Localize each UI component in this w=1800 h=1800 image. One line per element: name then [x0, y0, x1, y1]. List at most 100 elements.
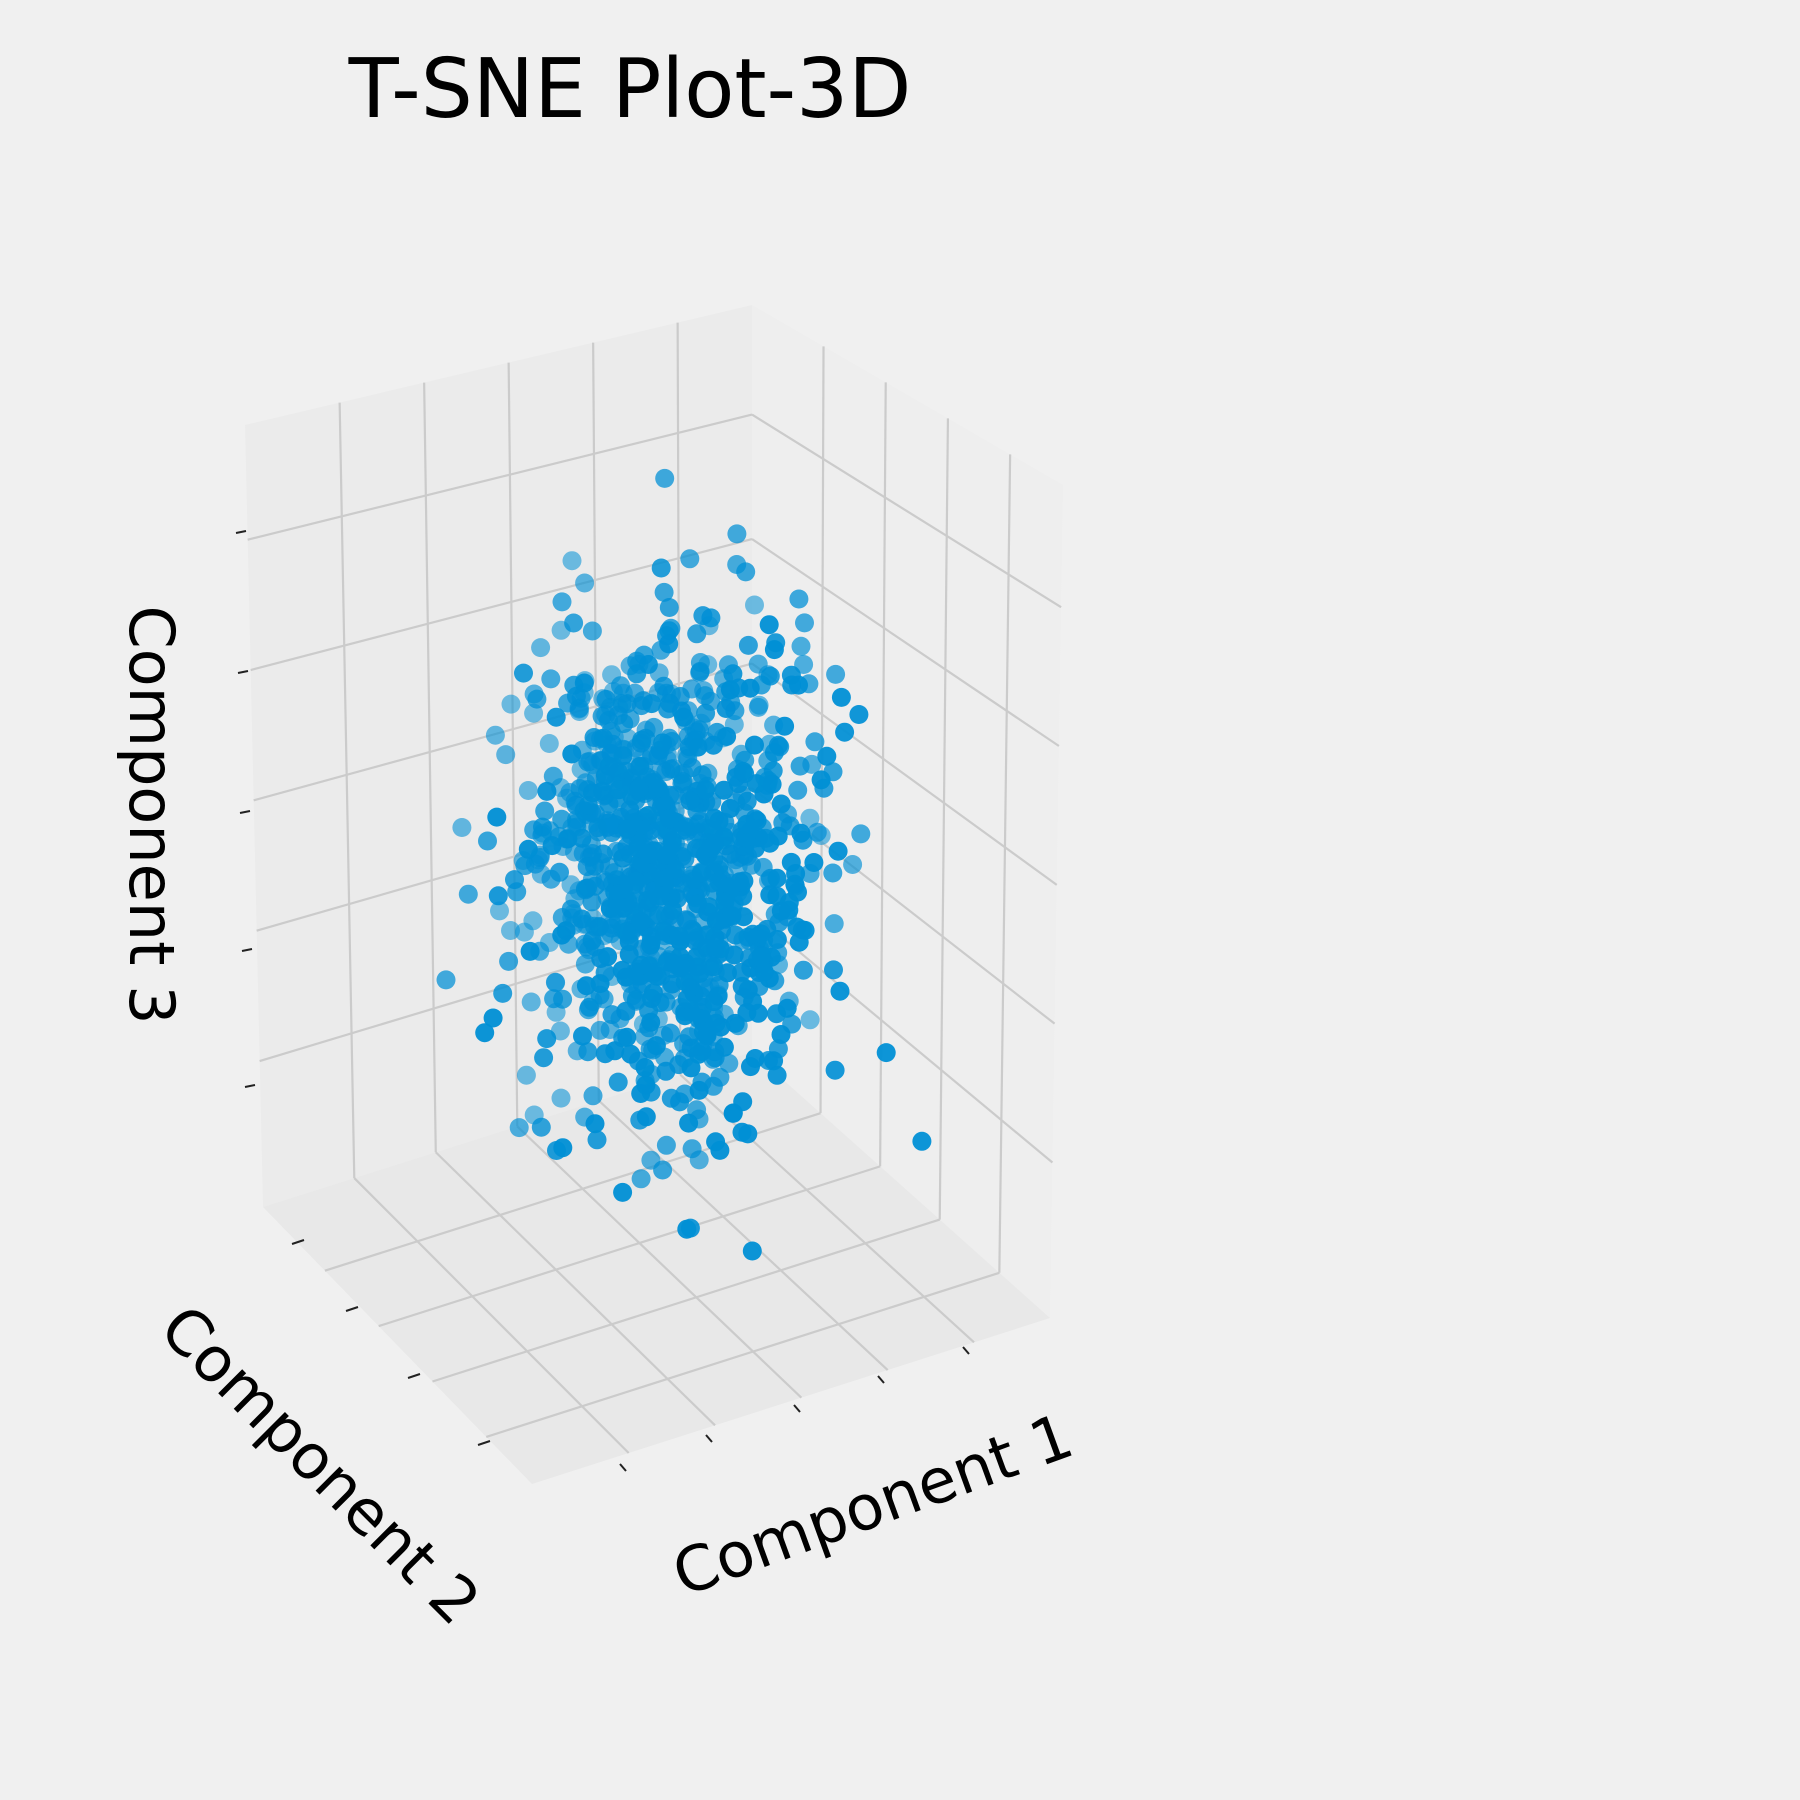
scatter-point [771, 794, 791, 814]
scatter-point [727, 524, 747, 544]
scatter-point [912, 1131, 932, 1151]
tick-mark [962, 1346, 970, 1355]
scatter-point [531, 1117, 551, 1137]
scatter-point [828, 841, 848, 861]
scatter-point [631, 1169, 651, 1189]
scatter-point [654, 871, 674, 891]
scatter-point [553, 1138, 573, 1158]
tick-mark [705, 1434, 713, 1443]
scatter-point [679, 1113, 699, 1133]
scatter-point [676, 910, 696, 930]
scatter-point [592, 706, 612, 726]
scatter-point [654, 676, 674, 696]
scatter-point [669, 926, 689, 946]
scatter-point [593, 844, 613, 864]
scatter-point [745, 735, 764, 755]
grid-line [598, 1099, 889, 1371]
scatter-point [764, 1051, 784, 1071]
scatter-point [662, 831, 682, 851]
scatter-point [585, 1114, 605, 1134]
scatter-point [689, 1080, 709, 1100]
tick-mark [477, 1440, 491, 1446]
scatter-point [793, 960, 813, 980]
scatter-point [458, 884, 478, 904]
scatter-point [572, 909, 592, 929]
scatter-point [533, 817, 552, 837]
scatter-point [638, 890, 658, 910]
scatter-point [733, 886, 753, 906]
scatter-point [636, 1075, 656, 1095]
scatter-point [762, 774, 782, 794]
scatter-point [790, 756, 810, 776]
scatter-point [696, 780, 716, 800]
scatter-point [562, 744, 582, 764]
scatter-point [576, 976, 596, 996]
tick-marks [235, 530, 970, 1472]
scatter-point [582, 621, 602, 641]
scatter-point [598, 947, 618, 967]
scatter-point [617, 1027, 637, 1047]
scatter-point [558, 829, 578, 849]
scatter-point [811, 770, 831, 790]
scatter-point [553, 989, 573, 1009]
scatter-point [843, 855, 863, 874]
tick-mark [619, 1463, 627, 1472]
scatter-point [583, 783, 602, 803]
scatter-point [575, 573, 595, 593]
scatter-point [720, 680, 740, 700]
scatter-point [583, 1086, 603, 1106]
scatter-point [590, 1020, 610, 1040]
scatter-point [638, 655, 658, 674]
tick-mark [241, 948, 253, 952]
scatter-point [680, 791, 700, 811]
scatter-point [641, 935, 661, 955]
grid-line [485, 1271, 1000, 1438]
scatter-point [577, 878, 597, 898]
scatter-point [824, 960, 843, 980]
scatter-point [636, 1107, 656, 1127]
scatter-point [546, 707, 566, 727]
scatter-point [617, 694, 637, 714]
scatter-point [518, 839, 538, 859]
scatter-point [693, 606, 713, 626]
scatter-point [748, 697, 768, 717]
scatter-points [436, 468, 932, 1261]
scatter-point [475, 1023, 495, 1043]
scatter-point [562, 551, 582, 571]
scatter-point [738, 1124, 758, 1144]
scatter-point [656, 1061, 676, 1081]
scatter-point [614, 714, 634, 734]
grid-line [938, 418, 950, 1220]
tick-mark [291, 1239, 305, 1245]
tick-mark [235, 530, 247, 534]
scatter-point [537, 781, 557, 801]
scatter-point [706, 1013, 726, 1033]
scatter-point [745, 595, 764, 615]
scatter-point [531, 638, 551, 658]
grid-line [998, 454, 1012, 1273]
scatter-point [795, 920, 815, 940]
scatter-point [791, 636, 811, 656]
scatter-point [520, 941, 540, 961]
scatter-point [488, 886, 508, 906]
scatter-point [483, 1008, 503, 1028]
scatter-point [851, 824, 871, 844]
scatter-point [830, 981, 850, 1001]
scatter-point [550, 862, 569, 882]
scatter-point [485, 725, 505, 745]
scatter-point [767, 1065, 787, 1085]
scatter-point [680, 549, 700, 569]
scatter-point [663, 901, 683, 920]
scatter-point [659, 598, 679, 617]
tick-mark [407, 1373, 421, 1379]
scatter-point [767, 886, 787, 906]
scatter-point [613, 1182, 633, 1202]
scatter-point [768, 735, 788, 755]
scatter-point [593, 728, 613, 748]
scatter-point [630, 756, 650, 776]
scatter-point [518, 781, 538, 800]
scatter-point [609, 780, 629, 800]
scatter-point [795, 613, 814, 633]
scatter-point [718, 963, 737, 983]
scatter-point [714, 1037, 734, 1057]
